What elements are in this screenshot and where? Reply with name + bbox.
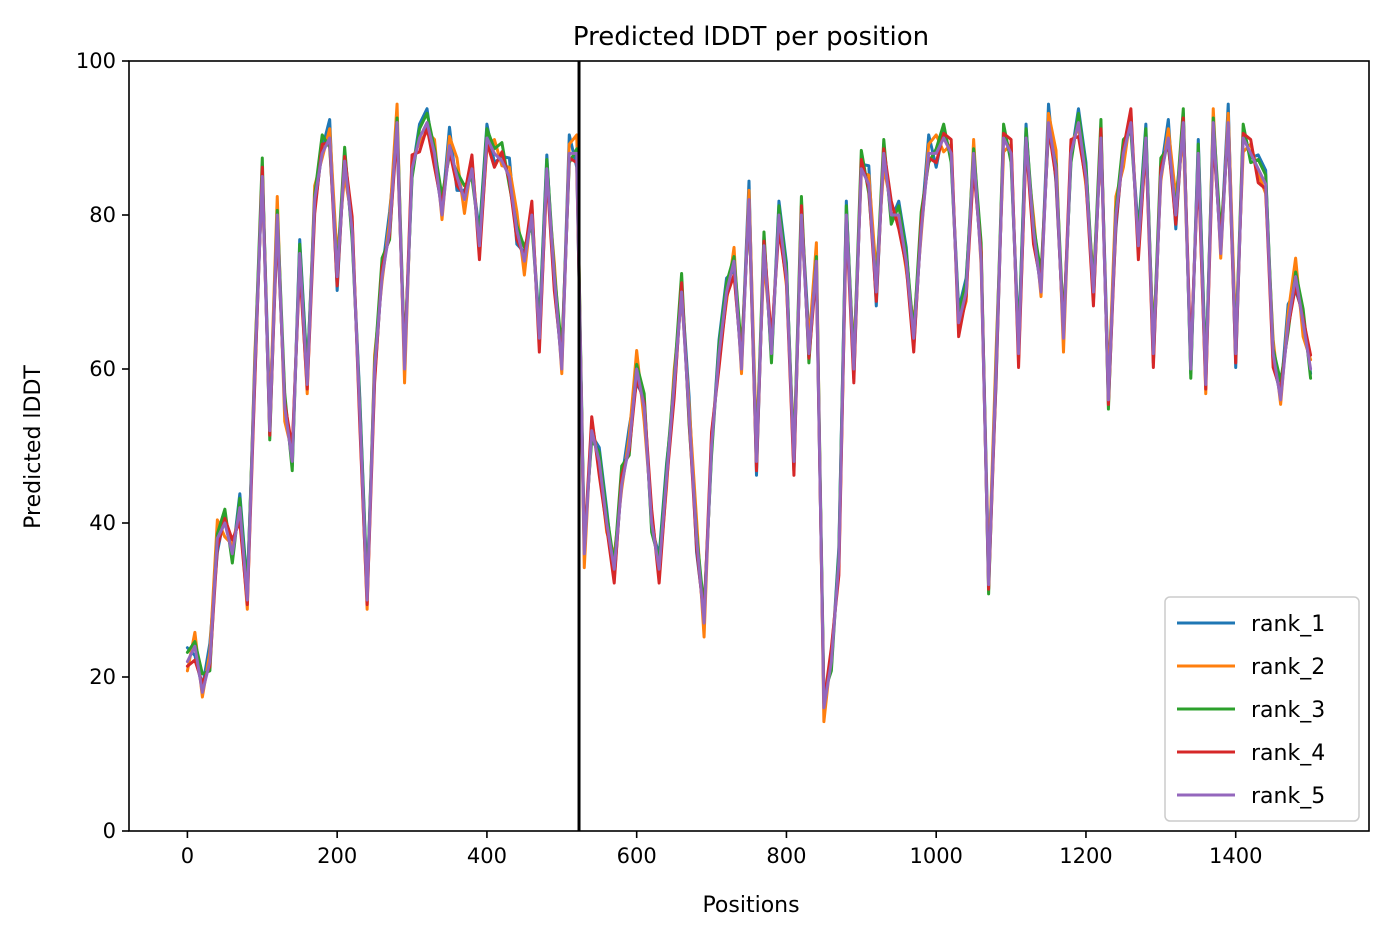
x-tick-label: 1000 bbox=[909, 844, 962, 868]
y-tick-label: 60 bbox=[89, 357, 116, 381]
x-axis-label: Positions bbox=[702, 893, 799, 918]
x-tick-label: 1200 bbox=[1059, 844, 1112, 868]
x-tick-label: 1400 bbox=[1209, 844, 1262, 868]
legend-label-rank_1: rank_1 bbox=[1251, 612, 1325, 637]
plot-frame bbox=[128, 60, 1370, 832]
chart-title: Predicted lDDT per position bbox=[573, 22, 929, 52]
plot-area: 0 200 400 600 800 1000 1200 1400 0 20 40 60 80 100 bbox=[76, 49, 1370, 868]
y-axis-label: Predicted lDDT bbox=[21, 365, 46, 529]
legend-label-rank_4: rank_4 bbox=[1251, 741, 1325, 766]
legend-label-rank_3: rank_3 bbox=[1251, 698, 1325, 723]
x-tick-label: 800 bbox=[766, 844, 806, 868]
x-tick-label: 400 bbox=[467, 844, 507, 868]
x-tick-label: 0 bbox=[181, 844, 194, 868]
y-tick-label: 100 bbox=[76, 49, 116, 73]
y-tick-label: 0 bbox=[103, 819, 116, 843]
legend-box bbox=[1164, 596, 1360, 822]
series-line-rank_5 bbox=[185, 121, 1313, 710]
legend-label-rank_2: rank_2 bbox=[1251, 655, 1325, 680]
legend-label-rank_5: rank_5 bbox=[1251, 784, 1325, 809]
x-tick-label: 600 bbox=[617, 844, 657, 868]
y-tick-label: 20 bbox=[89, 665, 116, 689]
y-tick-label: 40 bbox=[89, 511, 116, 535]
series-lines bbox=[185, 102, 1313, 724]
x-tick-label: 200 bbox=[317, 844, 357, 868]
legend: rank_1 rank_2 rank_3 rank_4 rank_5 bbox=[1164, 596, 1360, 822]
y-tick-label: 80 bbox=[89, 203, 116, 227]
